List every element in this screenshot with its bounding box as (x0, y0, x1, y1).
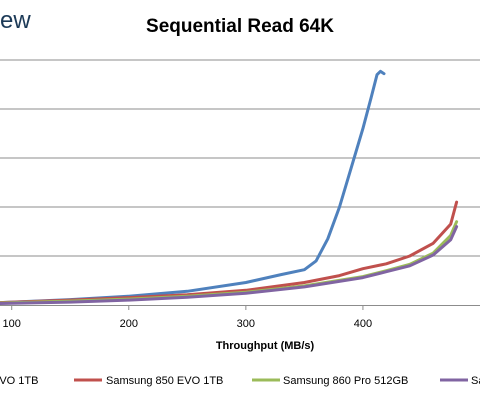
logo-text: ew (0, 7, 31, 34)
legend-label: Samsung 850 EVO 1TB (106, 375, 223, 387)
series-line (0, 69, 386, 305)
legend-label: Samsung 860 Pro 512GB (283, 375, 408, 387)
legend-label: EVO 1TB (0, 375, 38, 387)
series-lines (0, 69, 459, 305)
x-tick-label: 300 (237, 318, 255, 330)
series-line (0, 200, 459, 305)
chart-title: Sequential Read 64K (146, 16, 334, 37)
legend-label: Sa (471, 375, 480, 387)
x-tick-label: 100 (3, 318, 21, 330)
gridlines (0, 59, 480, 257)
axes (0, 305, 480, 310)
series-line (0, 225, 459, 305)
x-tick-label: 200 (120, 318, 138, 330)
legend: EVO 1TB Samsung 850 EVO 1TB Samsung 860 Pr… (0, 375, 480, 387)
x-tick-labels: 100 200 300 400 (3, 318, 373, 330)
x-tick-label: 400 (354, 318, 372, 330)
x-axis-title: Throughput (MB/s) (216, 340, 315, 352)
